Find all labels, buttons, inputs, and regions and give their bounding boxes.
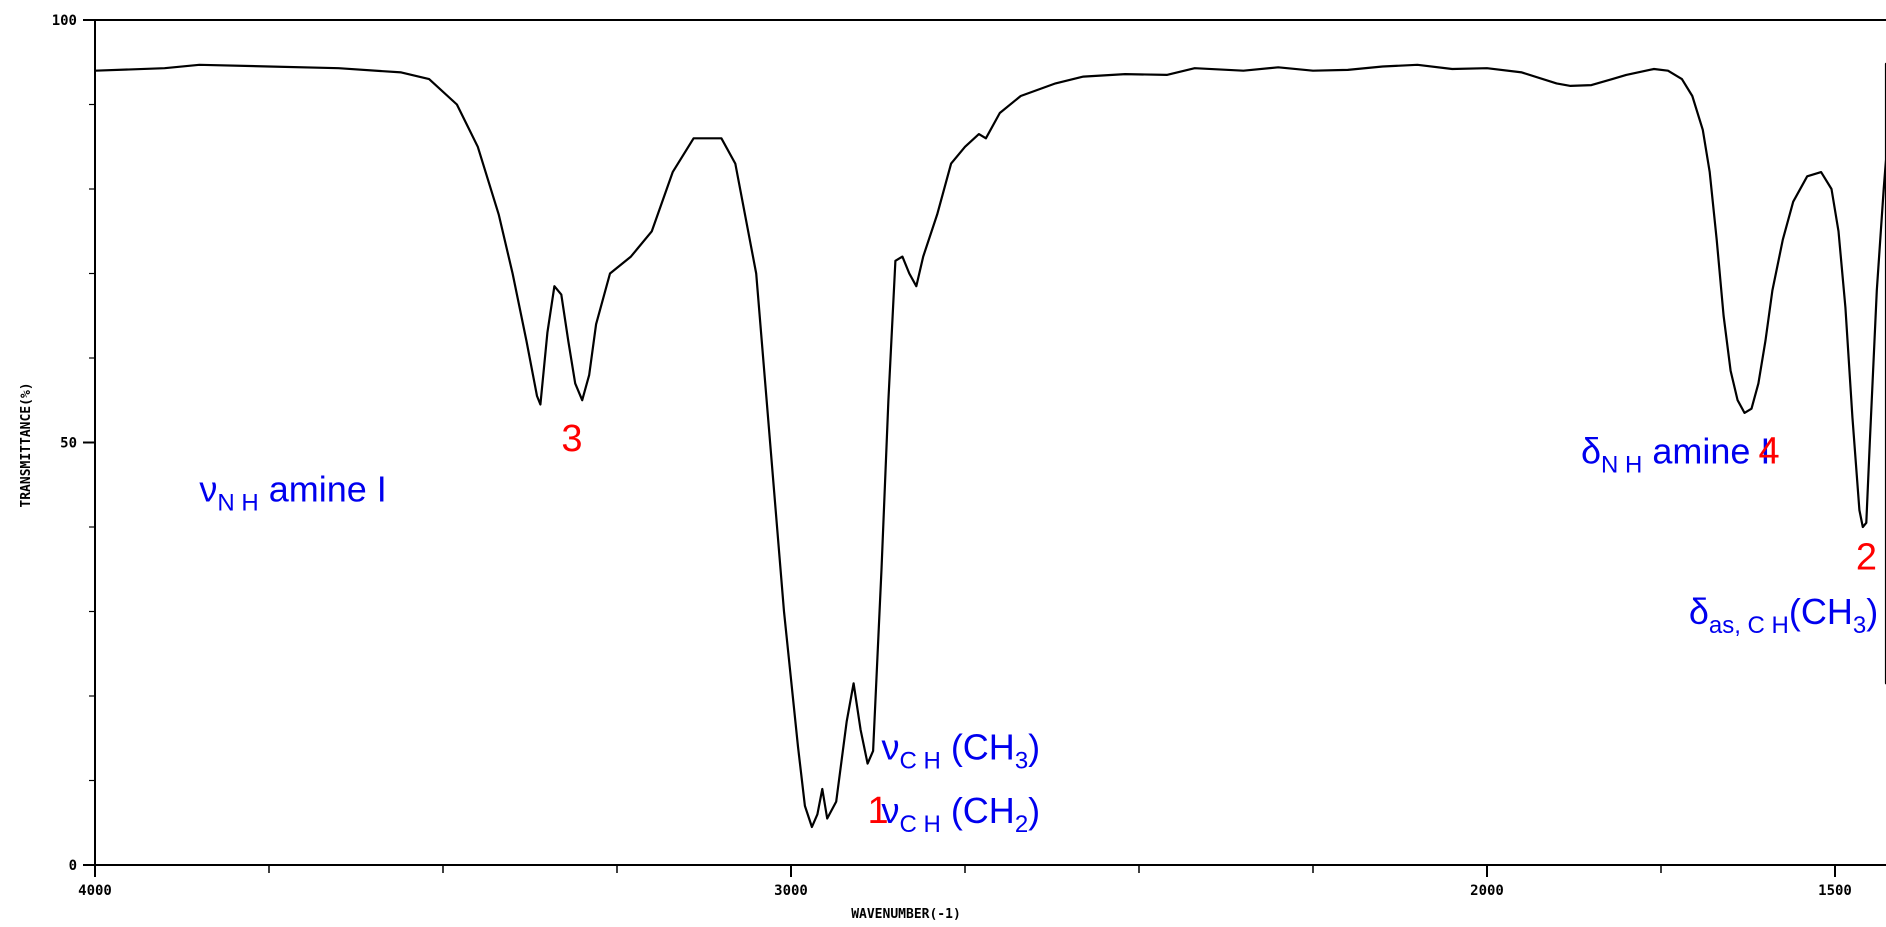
x-tick-label: 2000 bbox=[1470, 883, 1504, 899]
annotation-nh-bend: δN H amine I bbox=[1581, 431, 1770, 479]
x-tick-label: 3000 bbox=[774, 883, 808, 899]
annotation-n3: 3 bbox=[561, 418, 582, 460]
annotation-n1: 1 bbox=[868, 790, 889, 832]
annotation-text: amine I bbox=[1642, 431, 1770, 472]
y-axis-title: TRANSMITTANCE(%) bbox=[19, 382, 34, 507]
spectrum-line bbox=[94, 62, 1886, 829]
x-tick-label: 4000 bbox=[78, 883, 112, 899]
annotation-subscript: 2 bbox=[1015, 811, 1028, 838]
y-tick-label: 50 bbox=[60, 436, 77, 452]
annotation-text: ) bbox=[1028, 726, 1040, 767]
y-tick-label: 100 bbox=[52, 13, 77, 29]
annotation-symbol: δ bbox=[1689, 591, 1709, 632]
annotation-ch2-stretch: νC H (CH2) bbox=[881, 790, 1040, 838]
annotation-subscript: N H bbox=[1601, 452, 1642, 479]
annotation-subscript: C H bbox=[899, 747, 940, 774]
annotation-symbol: ν bbox=[881, 726, 899, 767]
annotation-subscript: 3 bbox=[1853, 612, 1866, 639]
annotation-text: (CH bbox=[941, 790, 1015, 831]
annotation-subscript: 3 bbox=[1015, 747, 1028, 774]
annotation-text: ) bbox=[1866, 591, 1878, 632]
tick-labels: 40003000200015001000500050100 bbox=[52, 13, 1852, 899]
annotation-nh-stretch: νN H amine I bbox=[199, 469, 386, 517]
annotation-text: ) bbox=[1028, 790, 1040, 831]
annotation-text: (CH bbox=[1789, 591, 1853, 632]
annotation-text: amine I bbox=[259, 469, 387, 510]
tick-marks bbox=[83, 19, 1836, 877]
annotation-symbol: ν bbox=[199, 469, 217, 510]
annotation-symbol: δ bbox=[1581, 431, 1601, 472]
annotation-n4: 4 bbox=[1758, 431, 1779, 473]
annotation-text: (CH bbox=[941, 726, 1015, 767]
annotation-symbol: ν bbox=[881, 790, 899, 831]
x-axis-title: WAVENUMBER(-1) bbox=[851, 907, 961, 922]
annotation-subscript: N H bbox=[217, 490, 258, 517]
x-tick-label: 1500 bbox=[1818, 883, 1852, 899]
annotation-subscript: C H bbox=[899, 811, 940, 838]
y-tick-label: 0 bbox=[69, 858, 77, 874]
annotation-n2et2q: 2 et 2q bbox=[1856, 536, 1886, 578]
annotation-subscript: as, C H bbox=[1709, 612, 1789, 639]
annotation-ch3-asym-bend: δas, C H(CH3) bbox=[1689, 591, 1878, 639]
annotation-ch3-stretch: νC H (CH3) bbox=[881, 726, 1040, 774]
